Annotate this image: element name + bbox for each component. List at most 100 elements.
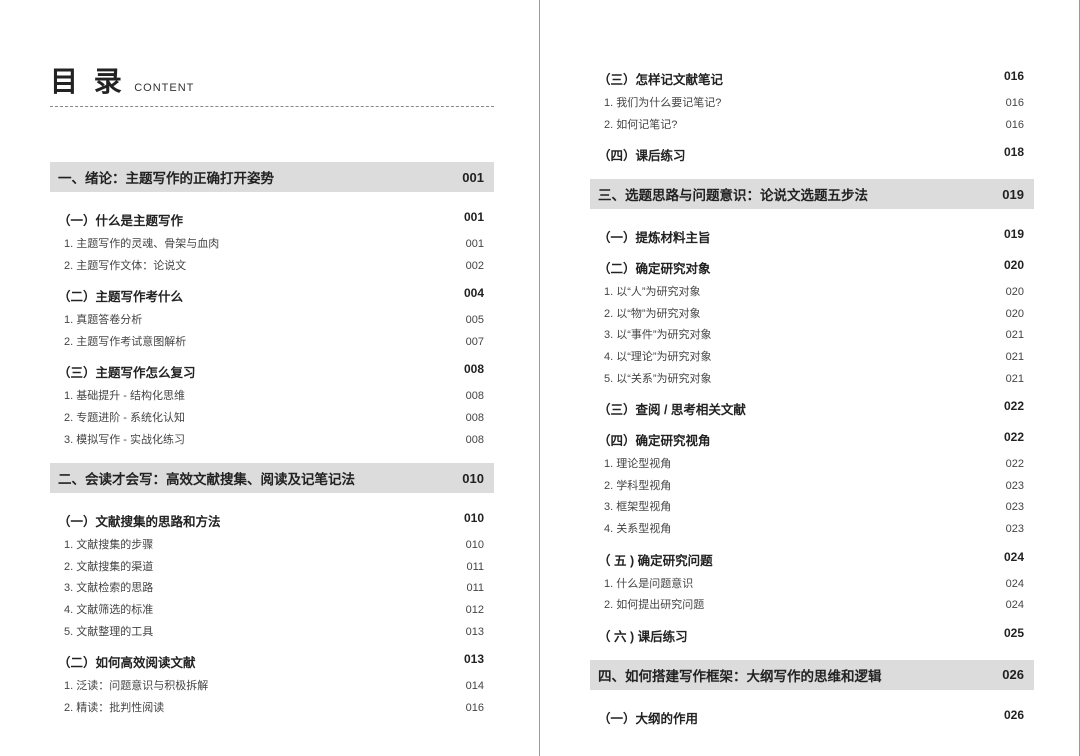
sub-row: 1. 理论型视角022 [590, 454, 1034, 476]
section-title: （ 五 ) 确定研究问题 [598, 550, 713, 569]
sub-title: 1. 什么是问题意识 [604, 576, 693, 594]
sub-row: 2. 文献搜集的渠道011 [50, 557, 494, 579]
section-row: （一）提炼材料主旨 019 [590, 224, 1034, 249]
sub-page: 021 [1006, 327, 1024, 345]
sub-title: 3. 框架型视角 [604, 499, 671, 517]
sub-title: 1. 真题答卷分析 [64, 312, 142, 330]
sub-row: 1. 主题写作的灵魂、骨架与血肉 001 [50, 234, 494, 256]
sub-title: 3. 文献检索的思路 [64, 580, 153, 598]
section-row: （ 五 ) 确定研究问题 024 [590, 547, 1034, 572]
sub-page: 022 [1006, 456, 1024, 474]
sub-title: 4. 以“理论”为研究对象 [604, 349, 712, 367]
sub-page: 024 [1006, 576, 1024, 594]
section-row: （三）主题写作怎么复习008 [50, 359, 494, 384]
sub-title: 2. 以“物”为研究对象 [604, 306, 701, 324]
chapter-row: 二、会读才会写：高效文献搜集、阅读及记笔记法010 [50, 463, 494, 493]
sub-page: 023 [1006, 478, 1024, 496]
section-title: （一）什么是主题写作 [58, 210, 183, 229]
section-page: 010 [464, 511, 484, 530]
sub-page: 011 [466, 559, 484, 577]
sub-page: 010 [466, 537, 484, 555]
chapter-title: 一、绪论：主题写作的正确打开姿势 [58, 167, 274, 187]
section-page: 022 [1004, 430, 1024, 449]
sub-page: 021 [1006, 371, 1024, 389]
sub-row: 5. 以“关系”为研究对象 021 [590, 369, 1034, 391]
section-title: （ 六 ) 课后练习 [598, 626, 688, 645]
section-title: （二）如何高效阅读文献 [58, 652, 196, 671]
sub-title: 1. 基础提升 - 结构化思维 [64, 388, 185, 406]
section-title: （三）怎样记文献笔记 [598, 69, 723, 88]
section-row: （一）大纲的作用 026 [590, 705, 1034, 730]
section-row: （一）什么是主题写作001 [50, 207, 494, 232]
sub-row: 1. 泛读：问题意识与积极拆解014 [50, 676, 494, 698]
sub-title: 3. 模拟写作 - 实战化练习 [64, 432, 185, 450]
sub-title: 1. 主题写作的灵魂、骨架与血肉 [64, 236, 219, 254]
section-title: （一）大纲的作用 [598, 708, 698, 727]
sub-title: 1. 文献搜集的步骤 [64, 537, 153, 555]
sub-page: 001 [466, 236, 484, 254]
sub-row: 3. 以“事件”为研究对象 021 [590, 325, 1034, 347]
sub-title: 2. 主题写作考试意图解析 [64, 334, 186, 352]
section-page: 008 [464, 362, 484, 381]
section-page: 025 [1004, 626, 1024, 645]
section-row: （四）课后练习018 [590, 142, 1034, 167]
header-main: 目 录 [50, 66, 126, 97]
sub-title: 1. 我们为什么要记笔记? [604, 95, 721, 113]
sub-title: 3. 以“事件”为研究对象 [604, 327, 712, 345]
header-divider [50, 106, 494, 107]
sub-page: 023 [1006, 521, 1024, 539]
section-title: （二）确定研究对象 [598, 258, 711, 277]
sub-row: 3. 文献检索的思路011 [50, 578, 494, 600]
section-title: （四）课后练习 [598, 145, 686, 164]
section-page: 024 [1004, 550, 1024, 569]
right-page: （三）怎样记文献笔记 016 1. 我们为什么要记笔记? 016 2. 如何记笔记? 01… [540, 0, 1080, 756]
sub-title: 2. 学科型视角 [604, 478, 671, 496]
sub-title: 2. 如何记笔记? [604, 117, 677, 135]
sub-page: 024 [1006, 597, 1024, 615]
sub-row: 5. 文献整理的工具 013 [50, 622, 494, 644]
chapter-page: 019 [1002, 187, 1024, 202]
chapter-row: 三、选题思路与问题意识：论说文选题五步法019 [590, 179, 1034, 209]
section-row: （四）确定研究视角 022 [590, 427, 1034, 452]
chapter-row: 四、如何搭建写作框架：大纲写作的思维和逻辑026 [590, 660, 1034, 690]
sub-page: 012 [466, 602, 484, 620]
section-page: 020 [1004, 258, 1024, 277]
sub-page: 020 [1006, 306, 1024, 324]
sub-page: 014 [466, 678, 484, 696]
sub-page: 008 [466, 410, 484, 428]
sub-row: 2. 如何记笔记? 016 [590, 115, 1034, 137]
section-row: （二）主题写作考什么004 [50, 283, 494, 308]
sub-page: 016 [1006, 117, 1024, 135]
chapter-page: 001 [462, 170, 484, 185]
section-title: （四）确定研究视角 [598, 430, 711, 449]
sub-title: 5. 以“关系”为研究对象 [604, 371, 712, 389]
left-page: 目 录 CONTENT 一、绪论：主题写作的正确打开姿势001（一）什么是主题写… [0, 0, 540, 756]
section-title: （三）查阅 / 思考相关文献 [598, 399, 746, 418]
section-page: 026 [1004, 708, 1024, 727]
chapter-title: 四、如何搭建写作框架：大纲写作的思维和逻辑 [598, 665, 882, 685]
sub-row: 2. 专题进阶 - 系统化认知008 [50, 408, 494, 430]
sub-page: 023 [1006, 499, 1024, 517]
sub-title: 1. 以“人”为研究对象 [604, 284, 701, 302]
section-row: （一）文献搜集的思路和方法 010 [50, 508, 494, 533]
sub-row: 2. 学科型视角 023 [590, 476, 1034, 498]
sub-row: 4. 文献筛选的标准012 [50, 600, 494, 622]
section-page: 016 [1004, 69, 1024, 88]
sub-row: 1. 什么是问题意识 024 [590, 574, 1034, 596]
sub-page: 013 [466, 624, 484, 642]
section-title: （一）文献搜集的思路和方法 [58, 511, 221, 530]
section-page: 013 [464, 652, 484, 671]
sub-title: 5. 文献整理的工具 [64, 624, 153, 642]
sub-row: 4. 关系型视角 023 [590, 519, 1034, 541]
section-page: 019 [1004, 227, 1024, 246]
right-content: （三）怎样记文献笔记 016 1. 我们为什么要记笔记? 016 2. 如何记笔记? 01… [590, 66, 1034, 730]
sub-row: 2. 以“物”为研究对象 020 [590, 304, 1034, 326]
section-title: （一）提炼材料主旨 [598, 227, 711, 246]
sub-row: 4. 以“理论”为研究对象021 [590, 347, 1034, 369]
section-row: （三）查阅 / 思考相关文献022 [590, 396, 1034, 421]
sub-title: 2. 主题写作文体：论说文 [64, 258, 186, 276]
sub-title: 4. 关系型视角 [604, 521, 671, 539]
sub-row: 3. 模拟写作 - 实战化练习008 [50, 430, 494, 452]
sub-row: 2. 精读：批判性阅读016 [50, 698, 494, 720]
sub-title: 2. 如何提出研究问题 [604, 597, 704, 615]
